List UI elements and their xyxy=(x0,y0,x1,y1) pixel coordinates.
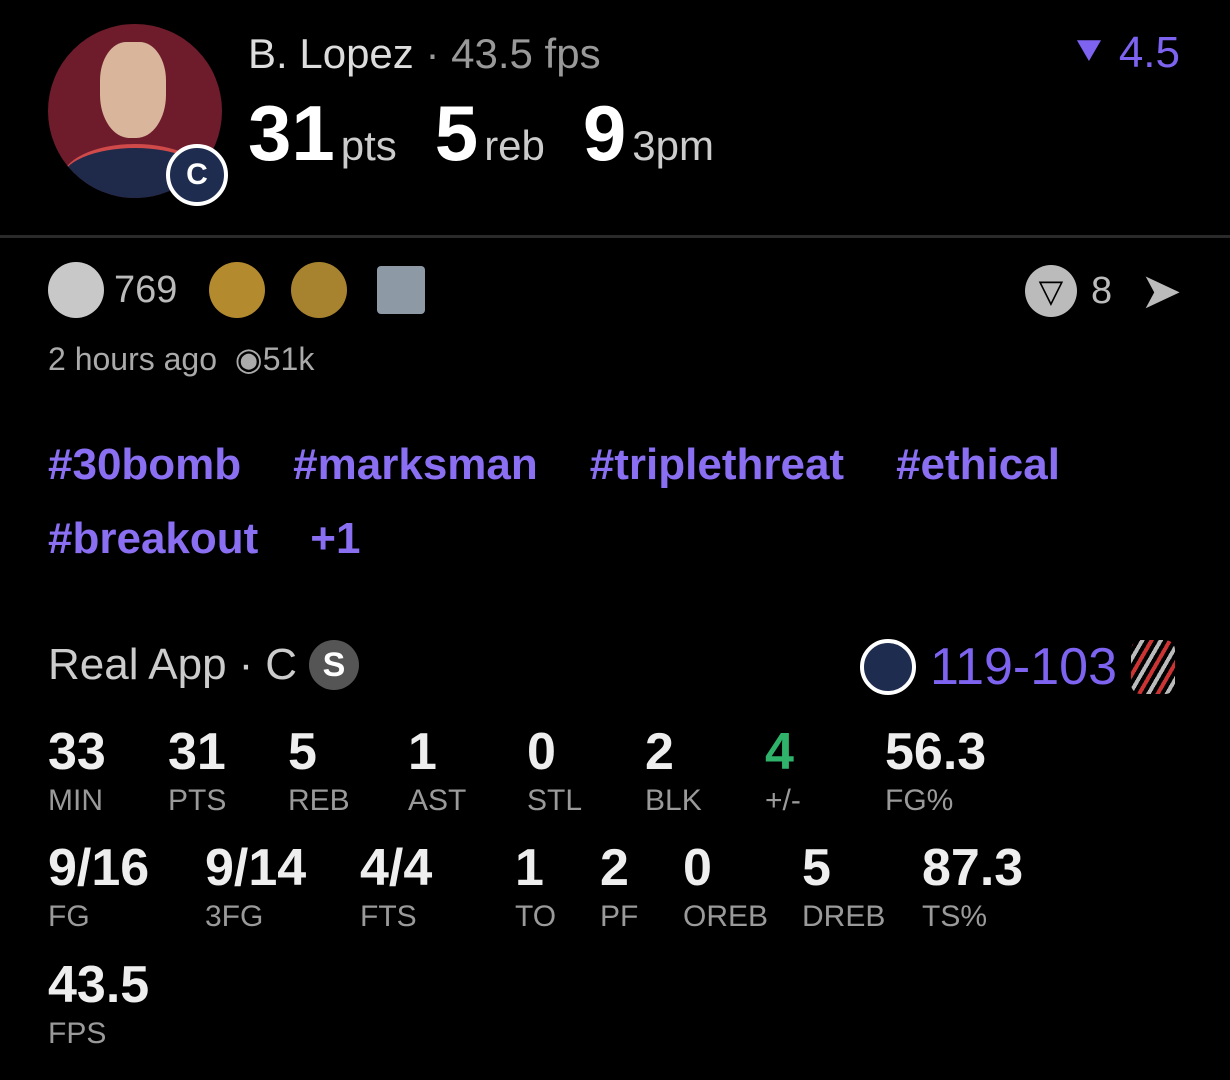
stat-value: 9/16 xyxy=(48,839,150,897)
post-meta: 2 hours ago ◉51k xyxy=(48,340,314,378)
stat-label: +/- xyxy=(765,784,801,817)
projection-badge[interactable]: ⯆ 4.5 xyxy=(1071,28,1180,78)
reaction-bar: 769 xyxy=(48,262,426,318)
stat-label: BLK xyxy=(645,784,702,817)
separator: · xyxy=(238,640,254,689)
reaction-count: 769 xyxy=(114,268,178,311)
stat-label: FTS xyxy=(360,900,417,933)
points-unit: pts xyxy=(340,122,397,169)
stat-reb: 5 REB xyxy=(288,722,350,818)
stat-label: FPS xyxy=(48,1017,107,1050)
chart-decreasing-icon[interactable] xyxy=(377,266,426,314)
timestamp: 2 hours ago xyxy=(48,341,218,377)
stat-value: 1 xyxy=(515,839,544,897)
divider xyxy=(0,235,1230,238)
stat-value: 0 xyxy=(527,723,556,781)
stat-3fg: 9/14 3FG xyxy=(205,838,306,934)
score-value: 119-103 xyxy=(930,638,1117,696)
comments-count: 8 xyxy=(1090,269,1113,312)
stat-fg-: 56.3 FG% xyxy=(885,722,986,818)
starter-badge: S xyxy=(309,640,360,690)
stat-value: 56.3 xyxy=(885,723,987,781)
stat-dreb: 5 DREB xyxy=(802,838,885,934)
stat-value: 5 xyxy=(288,723,317,781)
stat-label: STL xyxy=(527,784,583,817)
drooling-face-icon[interactable] xyxy=(209,262,266,318)
hashtag[interactable]: #30bomb xyxy=(48,440,242,489)
threes-value: 9 xyxy=(582,89,627,177)
stat-label: TO xyxy=(515,900,557,933)
hashtag[interactable]: #ethical xyxy=(896,440,1060,489)
stat-ts-: 87.3 TS% xyxy=(922,838,1023,934)
stat-ast: 1 AST xyxy=(408,722,466,818)
stat-pf: 2 PF xyxy=(600,838,638,934)
stat-label: PTS xyxy=(168,784,227,817)
hashtag[interactable]: #marksman xyxy=(293,440,538,489)
stat-label: FG% xyxy=(885,784,954,817)
stat-label: 3FG xyxy=(205,900,264,933)
stat-blk: 2 BLK xyxy=(645,722,702,818)
eye-icon: ◉ xyxy=(234,341,263,377)
team-logo-icon xyxy=(860,639,917,695)
hashtags: #30bomb #marksman #triplethreat #ethical… xyxy=(48,440,1188,564)
player-name-text: B. Lopez xyxy=(248,30,414,77)
stat-value: 1 xyxy=(408,723,437,781)
stat-label: REB xyxy=(288,784,350,817)
stat-value: 4/4 xyxy=(360,839,433,897)
triangle-logo-icon: ⯆ xyxy=(1071,28,1107,77)
stat-oreb: 0 OREB xyxy=(683,838,768,934)
team-logo-icon: C xyxy=(166,144,228,206)
headline-stats: 31 pts 5 reb 9 3pm xyxy=(248,88,752,179)
stat-label: DREB xyxy=(802,900,886,933)
stat-label: OREB xyxy=(683,900,769,933)
send-icon[interactable]: ➤ xyxy=(1140,263,1182,319)
player-face xyxy=(100,42,166,138)
points-value: 31 xyxy=(248,89,335,177)
stat-value: 33 xyxy=(48,723,106,781)
stat-fg: 9/16 FG xyxy=(48,838,149,934)
stat-value: 87.3 xyxy=(922,839,1024,897)
stat-stl: 0 STL xyxy=(527,722,582,818)
stat-value: 31 xyxy=(168,723,226,781)
stat-to: 1 TO xyxy=(515,838,556,934)
stat-value: 2 xyxy=(645,723,674,781)
view-count: 51k xyxy=(262,341,315,377)
stat-label: PF xyxy=(600,900,639,933)
comment-icon[interactable]: ▽ xyxy=(1024,265,1077,317)
separator: · xyxy=(425,30,440,77)
hashtag[interactable]: #breakout xyxy=(48,514,259,563)
stat-value: 2 xyxy=(600,839,629,897)
stat----: 4 +/- xyxy=(765,722,801,818)
game-score[interactable]: 119-103 xyxy=(860,637,1175,697)
stat-fps: 43.5 FPS xyxy=(48,955,149,1051)
stat-value: 43.5 xyxy=(48,956,150,1014)
player-name[interactable]: B. Lopez · 43.5 fps xyxy=(248,30,601,78)
rebounds-unit: reb xyxy=(484,122,545,169)
stat-value: 9/14 xyxy=(205,839,307,897)
game-source: Real App · C S xyxy=(48,640,360,690)
fps-label: 43.5 fps xyxy=(451,30,601,77)
position-label: C xyxy=(265,640,298,689)
stat-value: 4 xyxy=(765,723,794,781)
old-man-face-icon[interactable] xyxy=(291,262,348,318)
stat-value: 5 xyxy=(802,839,831,897)
stat-label: FG xyxy=(48,900,90,933)
projection-value: 4.5 xyxy=(1118,28,1180,77)
action-bar: ▽ 8 ➤ xyxy=(1024,262,1182,320)
stat-min: 33 MIN xyxy=(48,722,106,818)
threes-unit: 3pm xyxy=(632,122,714,169)
rebounds-value: 5 xyxy=(434,89,479,177)
stat-label: TS% xyxy=(922,900,988,933)
more-tags-button[interactable]: +1 xyxy=(310,514,361,563)
stat-pts: 31 PTS xyxy=(168,722,226,818)
opponent-logo-icon xyxy=(1131,640,1175,694)
smile-icon[interactable] xyxy=(48,262,104,318)
stat-label: MIN xyxy=(48,784,103,817)
source-label: Real App xyxy=(48,640,227,689)
stat-label: AST xyxy=(408,784,467,817)
stat-value: 0 xyxy=(683,839,712,897)
hashtag[interactable]: #triplethreat xyxy=(589,440,845,489)
stat-fts: 4/4 FTS xyxy=(360,838,432,934)
